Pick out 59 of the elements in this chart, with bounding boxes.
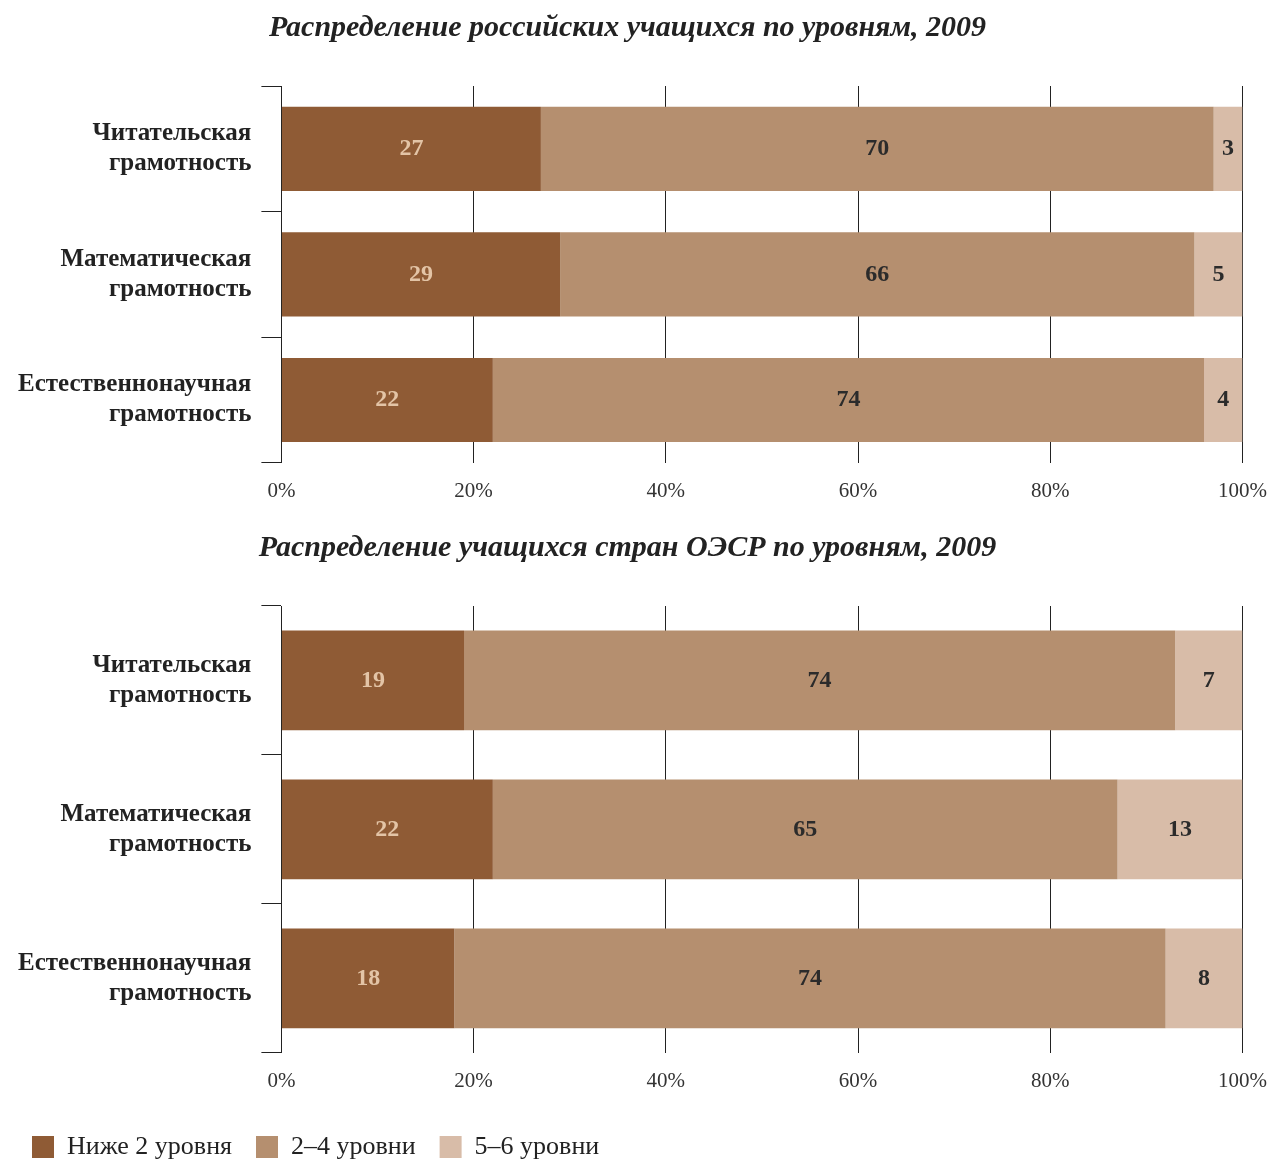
- bar: [281, 106, 541, 191]
- data-label: 8: [1198, 963, 1211, 990]
- bar: [281, 232, 561, 317]
- bar: [1204, 357, 1243, 443]
- data-label: 19: [360, 665, 385, 692]
- data-label: 74: [798, 963, 823, 990]
- data-label: 29: [409, 259, 434, 286]
- legend-label: Ниже 2 уровня: [67, 1130, 233, 1160]
- data-label: 3: [1222, 134, 1235, 160]
- bar: [1194, 232, 1243, 317]
- x-tick-label: 60%: [838, 1067, 878, 1092]
- bar: [492, 779, 1118, 880]
- data-label: 5: [1212, 259, 1225, 286]
- data-label: 74: [807, 665, 832, 692]
- data-label: 18: [356, 963, 381, 990]
- bar: [1175, 630, 1243, 731]
- legend-label: 2–4 уровни: [291, 1130, 416, 1160]
- y-tick-label: Математическая грамотность: [60, 798, 252, 856]
- bar: [540, 106, 1214, 191]
- x-tick-label: 80%: [1031, 477, 1070, 502]
- bar: [492, 357, 1205, 443]
- data-label: 22: [375, 385, 400, 412]
- x-tick-label: 0%: [267, 1067, 296, 1092]
- data-label: 27: [399, 134, 424, 160]
- bar: [281, 357, 493, 443]
- y-tick-label: Читательская грамотность: [92, 118, 252, 176]
- x-tick-label: 40%: [646, 477, 686, 502]
- bar: [281, 630, 465, 731]
- x-tick-label: 60%: [838, 477, 878, 502]
- bar: [1117, 779, 1243, 880]
- bar: [281, 928, 455, 1029]
- y-tick-label: Естественнонаучная грамотность: [17, 947, 252, 1005]
- x-tick-label: 40%: [646, 1067, 686, 1092]
- y-tick-label: Математическая грамотность: [60, 243, 252, 301]
- data-label: 74: [836, 385, 861, 412]
- x-tick-label: 100%: [1218, 1067, 1267, 1092]
- data-label: 4: [1217, 385, 1230, 412]
- bar: [454, 928, 1166, 1029]
- bar: [560, 232, 1195, 317]
- chart-title: Распределение учащихся стран ОЭСР по уровням, 2009: [257, 528, 997, 562]
- data-label: 22: [375, 814, 400, 841]
- data-label: 65: [793, 814, 818, 841]
- bar: [1165, 928, 1243, 1029]
- x-tick-label: 100%: [1218, 477, 1267, 502]
- x-tick-label: 0%: [267, 477, 296, 502]
- data-label: 66: [865, 259, 890, 286]
- x-tick-label: 80%: [1031, 1067, 1070, 1092]
- chart-title: Распределение российских учащихся по уровням, 2009: [267, 8, 987, 42]
- y-tick-label: Естественнонаучная грамотность: [17, 369, 252, 427]
- x-tick-label: 20%: [454, 1067, 493, 1092]
- data-label: 13: [1168, 814, 1193, 841]
- bar: [281, 779, 493, 880]
- legend-label: 5–6 уровни: [474, 1130, 600, 1160]
- data-label: 70: [865, 134, 890, 160]
- x-tick-label: 20%: [454, 477, 493, 502]
- bar: [464, 630, 1176, 731]
- data-label: 7: [1202, 665, 1215, 692]
- y-tick-label: Читательская грамотность: [92, 649, 252, 707]
- bar: [1213, 106, 1243, 191]
